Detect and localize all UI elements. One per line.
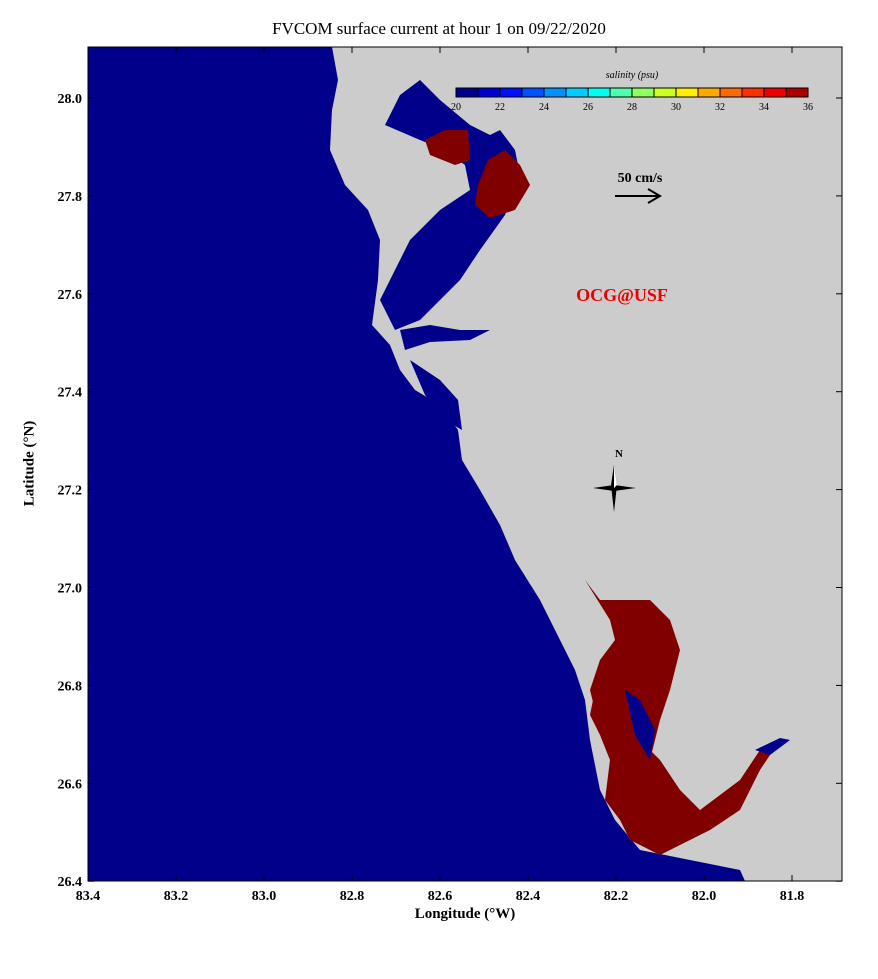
colorbar-bin bbox=[631, 87, 655, 98]
colorbar-label: 28 bbox=[627, 102, 637, 113]
colorbar-label: 32 bbox=[715, 102, 725, 113]
colorbar-bin bbox=[763, 87, 787, 98]
tampa-bay-red-east bbox=[475, 150, 530, 218]
colorbar bbox=[455, 87, 809, 98]
x-tick-label: 82.4 bbox=[516, 889, 541, 904]
north-label: N bbox=[615, 448, 623, 460]
colorbar-bin bbox=[785, 87, 809, 98]
y-tick-label: 27.6 bbox=[58, 288, 83, 303]
y-tick-label: 28.0 bbox=[58, 92, 83, 107]
tampa-bay bbox=[380, 80, 520, 330]
tampa-bay-red-upper bbox=[425, 130, 470, 165]
colorbar-bin bbox=[587, 87, 611, 98]
y-tick-label: 26.8 bbox=[58, 679, 83, 694]
colorbar-label: 24 bbox=[539, 102, 549, 113]
x-tick-label: 83.4 bbox=[76, 889, 101, 904]
colorbar-label: 36 bbox=[803, 102, 813, 113]
ocean bbox=[88, 47, 745, 881]
colorbar-bin bbox=[675, 87, 699, 98]
colorbar-bin bbox=[521, 87, 545, 98]
scale-arrow bbox=[615, 188, 662, 204]
colorbar-bin bbox=[653, 87, 677, 98]
colorbar-bin bbox=[499, 87, 523, 98]
x-tick-label: 82.0 bbox=[692, 889, 717, 904]
caloosahatchee-blue bbox=[755, 738, 790, 755]
x-tick-label: 82.8 bbox=[340, 889, 365, 904]
peace-river-blue bbox=[625, 690, 655, 760]
y-tick-label: 27.8 bbox=[58, 190, 83, 205]
colorbar-label: 26 bbox=[583, 102, 593, 113]
colorbar-bin bbox=[719, 87, 743, 98]
x-tick-label: 82.2 bbox=[604, 889, 629, 904]
y-tick-label: 27.4 bbox=[58, 386, 83, 401]
x-tick-label: 83.0 bbox=[252, 889, 277, 904]
sarasota-bay bbox=[410, 360, 462, 430]
y-tick-label: 26.6 bbox=[58, 777, 83, 792]
colorbar-label: 20 bbox=[451, 102, 461, 113]
colorbar-bin bbox=[741, 87, 765, 98]
colorbar-bin bbox=[477, 87, 501, 98]
y-tick-label: 27.2 bbox=[58, 484, 83, 499]
colorbar-bin bbox=[609, 87, 633, 98]
colorbar-bin bbox=[565, 87, 589, 98]
watermark: OCG@USF bbox=[576, 285, 668, 305]
y-tick-label: 27.0 bbox=[58, 582, 83, 597]
compass-rose-icon bbox=[593, 465, 636, 512]
x-axis-label: Longitude (°W) bbox=[414, 906, 516, 922]
colorbar-label: 30 bbox=[671, 102, 681, 113]
colorbar-bin bbox=[697, 87, 721, 98]
map-title: FVCOM surface current at hour 1 on 09/22… bbox=[272, 19, 606, 38]
x-tick-label: 81.8 bbox=[780, 889, 805, 904]
colorbar-title: salinity (psu) bbox=[606, 70, 659, 81]
colorbar-bin bbox=[543, 87, 567, 98]
map-frame bbox=[87, 46, 843, 882]
colorbar-label: 22 bbox=[495, 102, 505, 113]
scale-label: 50 cm/s bbox=[618, 171, 663, 186]
x-tick-label: 83.2 bbox=[164, 889, 189, 904]
colorbar-bin bbox=[455, 87, 479, 98]
colorbar-label: 34 bbox=[759, 102, 769, 113]
y-axis-label: Latitude (°N) bbox=[21, 420, 38, 507]
y-tick-label: 26.4 bbox=[58, 875, 83, 890]
manatee-river bbox=[400, 325, 490, 350]
x-tick-label: 82.6 bbox=[428, 889, 453, 904]
